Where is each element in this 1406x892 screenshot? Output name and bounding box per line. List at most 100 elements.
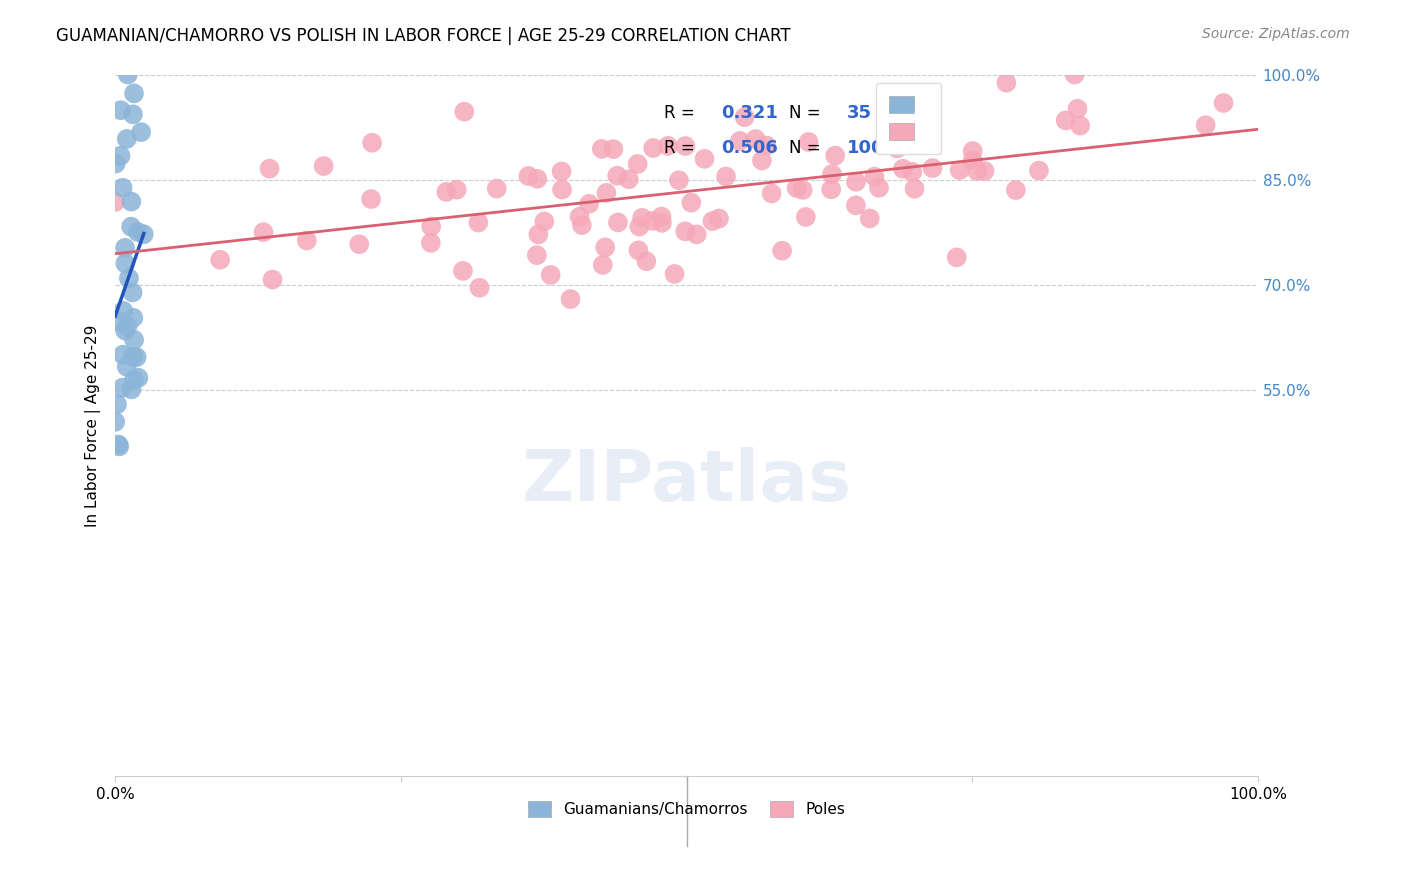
Point — [419, 235, 441, 250]
Point — [105, 397, 128, 411]
Text: 0.506: 0.506 — [721, 139, 778, 157]
Point — [122, 350, 145, 364]
Point — [901, 165, 924, 179]
Point — [104, 194, 127, 209]
Point — [118, 271, 141, 285]
Legend: Guamanians/Chamorros, Poles: Guamanians/Chamorros, Poles — [520, 793, 853, 825]
Point — [527, 227, 550, 242]
Point — [606, 169, 628, 183]
Point — [643, 141, 665, 155]
Point — [533, 214, 555, 228]
Point — [786, 181, 808, 195]
Point — [1054, 113, 1077, 128]
Text: GUAMANIAN/CHAMORRO VS POLISH IN LABOR FORCE | AGE 25-29 CORRELATION CHART: GUAMANIAN/CHAMORRO VS POLISH IN LABOR FO… — [56, 27, 790, 45]
Point — [693, 152, 716, 166]
Point — [702, 214, 724, 228]
Point — [111, 380, 134, 394]
Text: R =: R = — [664, 139, 700, 157]
Point — [668, 173, 690, 187]
Point — [107, 314, 129, 328]
Point — [797, 135, 820, 149]
Point — [132, 227, 155, 242]
Point — [1063, 68, 1085, 82]
Point — [903, 182, 925, 196]
Point — [1069, 119, 1091, 133]
Point — [962, 153, 984, 168]
Point — [755, 138, 778, 153]
Point — [114, 241, 136, 255]
Point — [127, 371, 149, 385]
Point — [904, 120, 927, 135]
Point — [744, 132, 766, 146]
Point — [886, 141, 908, 155]
Point — [966, 164, 988, 178]
Point — [868, 181, 890, 195]
Point — [121, 383, 143, 397]
Point — [728, 134, 751, 148]
Y-axis label: In Labor Force | Age 25-29: In Labor Force | Age 25-29 — [86, 324, 101, 526]
Point — [734, 110, 756, 124]
Point — [468, 281, 491, 295]
Point — [361, 136, 384, 150]
Text: ZIPatlas: ZIPatlas — [522, 447, 852, 516]
Point — [122, 87, 145, 101]
Point — [651, 216, 673, 230]
Point — [628, 219, 651, 234]
Point — [845, 198, 868, 212]
Point — [120, 194, 142, 209]
Point — [114, 324, 136, 338]
Point — [973, 164, 995, 178]
Point — [1005, 183, 1028, 197]
Point — [794, 210, 817, 224]
Point — [673, 224, 696, 238]
Point — [110, 149, 132, 163]
Point — [117, 68, 139, 82]
Point — [446, 183, 468, 197]
Point — [540, 268, 562, 282]
Point — [129, 125, 152, 139]
Point — [921, 161, 943, 175]
Point — [420, 219, 443, 234]
Point — [631, 211, 654, 225]
Point — [664, 267, 686, 281]
Point — [453, 104, 475, 119]
Point — [595, 186, 617, 200]
Text: Source: ZipAtlas.com: Source: ZipAtlas.com — [1202, 27, 1350, 41]
Point — [893, 120, 915, 135]
Point — [681, 195, 703, 210]
Point — [578, 196, 600, 211]
Point — [104, 415, 127, 429]
Point — [568, 210, 591, 224]
Point — [122, 373, 145, 387]
Point — [485, 181, 508, 195]
Point — [593, 240, 616, 254]
Point — [602, 142, 624, 156]
Point — [714, 169, 737, 184]
Point — [108, 439, 131, 453]
Point — [751, 153, 773, 168]
Text: N =: N = — [789, 139, 827, 157]
Point — [657, 139, 679, 153]
Point — [125, 350, 148, 364]
Point — [262, 272, 284, 286]
Point — [845, 175, 868, 189]
Text: 100: 100 — [846, 139, 884, 157]
Point — [617, 172, 640, 186]
Point — [259, 161, 281, 176]
Point — [451, 264, 474, 278]
Point — [115, 132, 138, 146]
Point — [1066, 102, 1088, 116]
Point — [792, 183, 814, 197]
Point — [945, 251, 967, 265]
Point — [107, 437, 129, 451]
Point — [526, 248, 548, 262]
Point — [995, 76, 1018, 90]
Point — [592, 258, 614, 272]
Point — [636, 254, 658, 268]
Point — [117, 319, 139, 334]
Text: 35: 35 — [846, 104, 872, 122]
Point — [571, 218, 593, 232]
Point — [673, 139, 696, 153]
Point — [550, 164, 572, 178]
Point — [114, 256, 136, 270]
